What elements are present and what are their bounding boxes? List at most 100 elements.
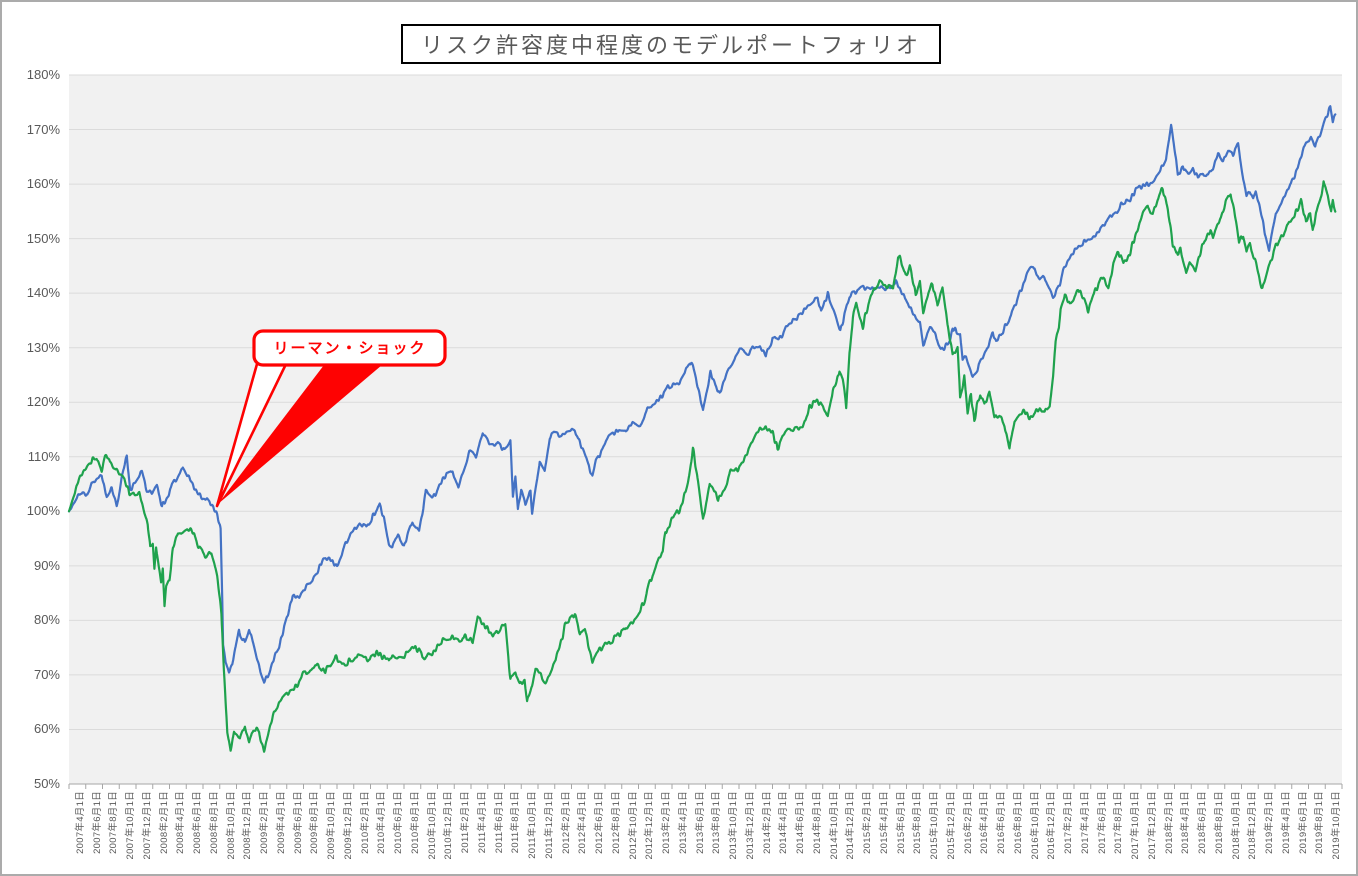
x-axis-label: 2016年8月1日 [1012,791,1024,854]
x-axis-label: 2015年4月1日 [878,791,890,854]
y-axis-label: 170% [26,121,60,137]
x-axis-label: 2014年8月1日 [811,791,823,854]
x-axis-label: 2015年8月1日 [912,791,924,854]
x-axis-label: 2016年10月1日 [1029,791,1041,860]
x-axis-label: 2016年12月1日 [1046,791,1058,860]
x-axis-label: 2014年2月1日 [761,791,773,854]
callout-box [252,329,447,367]
x-axis-label: 2009年10月1日 [326,791,338,860]
x-axis-label: 2010年10月1日 [426,791,438,860]
lehman-shock-callout: リーマン・ショック [215,329,447,508]
x-axis-label: 2011年4月1日 [476,791,488,854]
x-axis-label: 2015年6月1日 [895,791,907,854]
plot-background [69,75,1342,784]
x-axis-label: 2017年8月1日 [1113,791,1125,854]
x-axis-label: 2014年10月1日 [828,791,840,860]
x-axis-label: 2007年8月1日 [108,791,120,854]
x-axis-label: 2013年12月1日 [744,791,756,860]
x-axis-label: 2009年2月1日 [259,791,271,854]
x-axis-label: 2008年4月1日 [175,791,187,854]
x-axis-label: 2008年2月1日 [158,791,170,854]
x-axis-label: 2012年4月1日 [577,791,589,854]
x-axis-label: 2017年4月1日 [1079,791,1091,854]
y-axis-label: 70% [33,666,60,682]
y-axis-label: 140% [26,285,60,301]
y-axis-label: 90% [33,557,60,573]
x-axis-label: 2010年4月1日 [376,791,388,854]
x-axis-label: 2009年8月1日 [309,791,321,854]
x-axis-label: 2010年12月1日 [443,791,455,860]
x-axis-label: 2012年10月1日 [627,791,639,860]
x-axis-label: 2017年2月1日 [1063,791,1075,854]
chart-title-box: リスク許容度中程度のモデルポートフォリオ [401,24,941,64]
y-axis-label: 180% [26,67,60,82]
x-axis-label: 2008年12月1日 [242,791,254,860]
x-axis-label: 2019年6月1日 [1297,791,1309,854]
x-axis-label: 2013年8月1日 [711,791,723,854]
x-axis-label: 2013年10月1日 [728,791,740,860]
x-axis-label: 2013年6月1日 [694,791,706,854]
x-axis-label: 2011年8月1日 [510,791,522,854]
x-axis-label: 2017年6月1日 [1096,791,1108,854]
x-axis-label: 2009年4月1日 [275,791,287,854]
x-axis-label: 2013年2月1日 [661,791,673,854]
x-axis-label: 2012年12月1日 [644,791,656,860]
x-axis-label: 2016年2月1日 [962,791,974,854]
x-axis-label: 2011年2月1日 [460,791,472,854]
x-axis-label: 2007年4月1日 [74,791,86,854]
x-axis-label: 2016年6月1日 [996,791,1008,854]
x-axis-ticks [68,784,1343,789]
x-axis-label: 2007年6月1日 [91,791,103,854]
x-axis-label: 2012年6月1日 [594,791,606,854]
x-axis-label: 2015年2月1日 [862,791,874,854]
x-axis-label: 2011年12月1日 [543,791,555,859]
x-axis-label: 2019年4月1日 [1280,791,1292,854]
x-axis-label: 2010年2月1日 [359,791,371,854]
x-axis-label: 2015年10月1日 [929,791,941,860]
x-axis-label: 2018年8月1日 [1213,791,1225,854]
x-axis-label: 2008年6月1日 [192,791,204,854]
x-axis-label: 2018年10月1日 [1230,791,1242,860]
x-axis-label: 2014年12月1日 [845,791,857,860]
x-axis-label: 2018年6月1日 [1197,791,1209,854]
x-axis-label: 2018年2月1日 [1163,791,1175,854]
y-axis-label: 80% [33,612,60,628]
y-axis-label: 150% [26,230,60,246]
y-axis-label: 160% [26,176,60,192]
x-axis-label: 2014年6月1日 [795,791,807,854]
x-axis-label: 2019年8月1日 [1314,791,1326,854]
y-axis-label: 60% [33,721,60,737]
x-axis-label: 2008年10月1日 [225,791,237,860]
x-axis-label: 2014年4月1日 [778,791,790,854]
callout-tail-solid [218,365,382,504]
x-axis-label: 2017年12月1日 [1146,791,1158,860]
x-axis-label: 2018年12月1日 [1247,791,1259,860]
x-axis-label: 2011年6月1日 [493,791,505,854]
x-axis-label: 2011年10月1日 [527,791,539,859]
y-axis-label: 120% [26,394,60,410]
x-axis-label: 2012年8月1日 [610,791,622,854]
y-axis-label: 50% [33,776,60,791]
x-axis-label: 2009年12月1日 [342,791,354,860]
x-axis-label: 2007年10月1日 [125,791,137,860]
x-axis-label: 2016年4月1日 [979,791,991,854]
x-axis-label: 2012年2月1日 [560,791,572,854]
series-green-line [67,180,1337,753]
x-axis-label: 2009年6月1日 [292,791,304,854]
x-axis-label: 2019年2月1日 [1264,791,1276,854]
series-blue-line [67,105,1337,684]
x-axis-label: 2010年8月1日 [409,791,421,854]
y-axis-label: 130% [26,339,60,355]
x-axis-label: 2007年12月1日 [141,791,153,860]
chart-title: リスク許容度中程度のモデルポートフォリオ [420,33,921,58]
y-axis-label: 110% [27,448,60,464]
y-axis-label: 100% [26,503,60,519]
lehman-shock-label: リーマン・ショック [273,340,426,357]
x-axis-label: 2019年10月1日 [1331,791,1343,860]
x-axis-label: 2008年8月1日 [208,791,220,854]
x-axis-label: 2010年6月1日 [393,791,405,854]
x-axis-label: 2017年10月1日 [1130,791,1142,860]
x-axis-label: 2018年4月1日 [1180,791,1192,854]
